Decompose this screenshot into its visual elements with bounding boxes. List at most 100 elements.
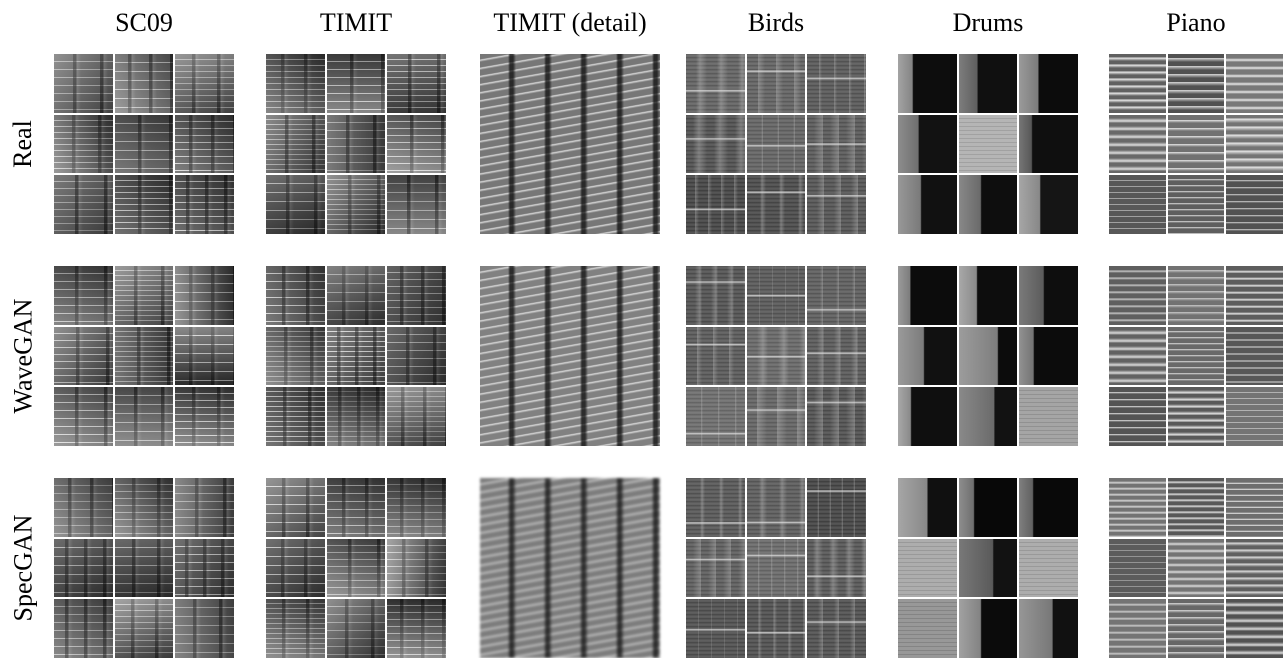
spectrogram-tile: [266, 478, 325, 537]
spectrogram-tile: [807, 478, 866, 537]
spectrogram-tile: [958, 175, 1018, 234]
spectrogram-tile: [114, 175, 174, 234]
spectrogram-tile: [1109, 54, 1166, 113]
spectrogram-tile: [898, 54, 957, 113]
spectrogram-tile: [1226, 266, 1283, 325]
spectrogram-tile: [1167, 266, 1225, 325]
spectrogram-tile: [175, 326, 234, 386]
spectrogram-tile: [1019, 114, 1078, 174]
spectrogram-tile: [898, 538, 957, 598]
panel-real-sc09: [54, 54, 234, 234]
spectrogram-tile: [1019, 387, 1078, 446]
spectrogram-tile: [958, 387, 1018, 446]
spectrogram-tile: [1167, 599, 1225, 658]
spectrogram-tile: [54, 599, 113, 658]
spectrogram-tile: [1226, 54, 1283, 113]
spectrogram-tile: [1226, 114, 1283, 174]
column-header-timit-detail: TIMIT (detail): [493, 8, 647, 37]
panel-specgan-birds: [686, 478, 866, 658]
spectrogram-tile: [114, 599, 174, 658]
panel-real-timit-detail: [480, 54, 660, 234]
panel-specgan-drums: [898, 478, 1078, 658]
spectrogram-tile: [387, 266, 446, 325]
spectrogram-tile: [266, 175, 325, 234]
spectrogram-tile: [387, 387, 446, 446]
spectrogram-tile: [175, 387, 234, 446]
spectrogram-tile: [114, 114, 174, 174]
panel-wavegan-birds: [686, 266, 866, 446]
spectrogram-tile: [686, 54, 745, 113]
spectrogram-tile: [266, 266, 325, 325]
spectrogram-tile: [686, 326, 745, 386]
spectrogram-tile: [326, 266, 386, 325]
panel-specgan-sc09: [54, 478, 234, 658]
spectrogram-tile: [807, 266, 866, 325]
spectrogram-tile: [807, 175, 866, 234]
spectrogram-tile: [54, 175, 113, 234]
row-header-specgan: SpecGAN: [8, 514, 37, 622]
spectrogram-tile: [175, 175, 234, 234]
spectrogram-tile: [175, 478, 234, 537]
spectrogram-image: [480, 266, 660, 446]
spectrogram-tile: [1167, 114, 1225, 174]
spectrogram-tile: [898, 326, 957, 386]
spectrogram-tile: [746, 478, 806, 537]
spectrogram-tile: [958, 114, 1018, 174]
column-header-sc09: SC09: [115, 8, 173, 37]
spectrogram-tile: [175, 538, 234, 598]
spectrogram-tile: [686, 478, 745, 537]
spectrogram-tile: [326, 387, 386, 446]
spectrogram-tile: [958, 326, 1018, 386]
panel-real-birds: [686, 54, 866, 234]
spectrogram-tile: [1167, 387, 1225, 446]
spectrogram-image: [480, 54, 660, 234]
spectrogram-tile: [266, 387, 325, 446]
spectrogram-tile: [1226, 326, 1283, 386]
spectrogram-tile: [1109, 599, 1166, 658]
panel-real-piano: [1109, 54, 1283, 234]
spectrogram-tile: [266, 326, 325, 386]
spectrogram-tile: [54, 538, 113, 598]
spectrogram-tile: [746, 326, 806, 386]
spectrogram-tile: [326, 538, 386, 598]
spectrogram-tile: [1109, 175, 1166, 234]
spectrogram-tile: [807, 387, 866, 446]
spectrogram-tile: [326, 54, 386, 113]
panel-wavegan-piano: [1109, 266, 1283, 446]
spectrogram-tile: [807, 538, 866, 598]
spectrogram-tile: [1109, 538, 1166, 598]
spectrogram-tile: [686, 599, 745, 658]
spectrogram-tile: [114, 266, 174, 325]
spectrogram-tile: [746, 114, 806, 174]
spectrogram-tile: [958, 599, 1018, 658]
spectrogram-tile: [1226, 599, 1283, 658]
spectrogram-tile: [1109, 326, 1166, 386]
spectrogram-tile: [387, 478, 446, 537]
row-header-wavegan: WaveGAN: [8, 298, 37, 414]
spectrogram-tile: [898, 478, 957, 537]
spectrogram-tile: [898, 599, 957, 658]
spectrogram-tile: [898, 114, 957, 174]
spectrogram-tile: [1019, 599, 1078, 658]
spectrogram-tile: [326, 114, 386, 174]
spectrogram-tile: [686, 387, 745, 446]
spectrogram-tile: [266, 599, 325, 658]
spectrogram-tile: [114, 478, 174, 537]
spectrogram-tile: [746, 387, 806, 446]
panel-wavegan-timit: [266, 266, 446, 446]
panel-real-timit: [266, 54, 446, 234]
spectrogram-tile: [958, 266, 1018, 325]
spectrogram-tile: [807, 326, 866, 386]
spectrogram-tile: [686, 175, 745, 234]
spectrogram-tile: [1019, 175, 1078, 234]
spectrogram-tile: [686, 114, 745, 174]
spectrogram-tile: [1019, 266, 1078, 325]
spectrogram-tile: [326, 326, 386, 386]
spectrogram-tile: [686, 538, 745, 598]
spectrogram-tile: [387, 54, 446, 113]
spectrogram-tile: [54, 478, 113, 537]
spectrogram-tile: [1226, 538, 1283, 598]
row-header-real: Real: [8, 120, 37, 168]
spectrogram-tile: [54, 387, 113, 446]
panel-specgan-piano: [1109, 478, 1283, 658]
